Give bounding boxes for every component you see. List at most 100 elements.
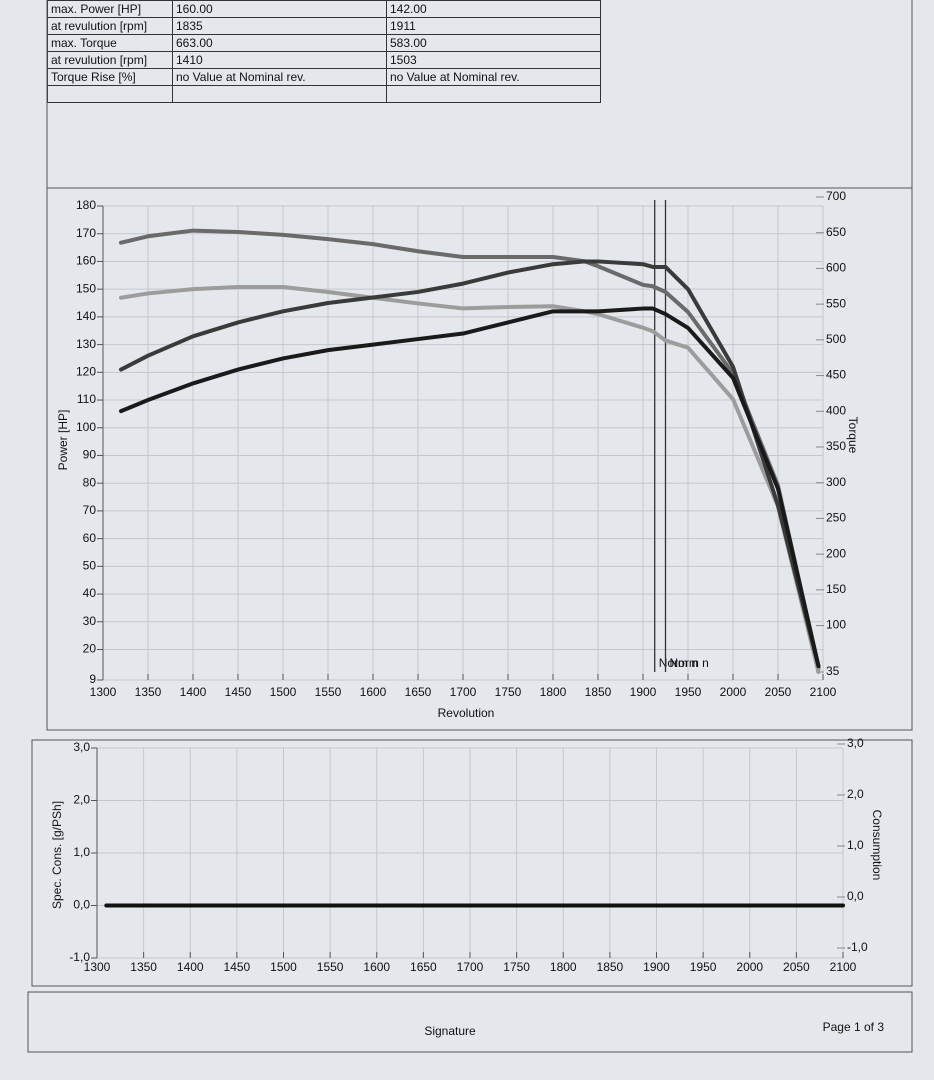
y-tick-label: 180 bbox=[76, 198, 96, 212]
x-tick-label: 1850 bbox=[597, 960, 624, 974]
x-tick-label: 1700 bbox=[457, 960, 484, 974]
x-axis-label: Revolution bbox=[438, 706, 495, 720]
table-cell: 1835 bbox=[172, 17, 387, 35]
x-tick-label: 1600 bbox=[360, 685, 387, 699]
x-tick-label: 1950 bbox=[690, 960, 717, 974]
x-tick-label: 2100 bbox=[810, 685, 837, 699]
y-tick-label: 160 bbox=[76, 254, 96, 268]
x-tick-label: 1300 bbox=[90, 685, 117, 699]
y-tick-label: 3,0 bbox=[73, 740, 90, 754]
x-tick-label: 1350 bbox=[135, 685, 162, 699]
y2-axis-label: Consumption bbox=[870, 810, 884, 881]
x-tick-label: 1750 bbox=[495, 685, 522, 699]
y2-tick-label: 650 bbox=[826, 225, 846, 239]
x-tick-label: 2100 bbox=[830, 960, 857, 974]
footer-frame bbox=[27, 991, 913, 1053]
x-tick-label: 1700 bbox=[450, 685, 477, 699]
y2-tick-label: -1,0 bbox=[847, 940, 868, 954]
x-tick-label: 1350 bbox=[130, 960, 157, 974]
y2-tick-label: 300 bbox=[826, 475, 846, 489]
x-tick-label: 1500 bbox=[270, 960, 297, 974]
x-tick-label: 1550 bbox=[317, 960, 344, 974]
x-tick-label: 1800 bbox=[540, 685, 567, 699]
y-tick-label: 0,0 bbox=[73, 898, 90, 912]
y2-tick-label: 550 bbox=[826, 296, 846, 310]
series-line bbox=[119, 259, 821, 669]
y2-tick-label: 100 bbox=[826, 618, 846, 632]
y2-tick-label: 1,0 bbox=[847, 838, 864, 852]
y-tick-label: 130 bbox=[76, 337, 96, 351]
y-tick-label: 100 bbox=[76, 420, 96, 434]
y2-tick-label: 3,0 bbox=[847, 736, 864, 750]
summary-table: max. Power [HP] 160.00 142.00 at revulution… bbox=[47, 0, 601, 103]
y2-tick-label: 250 bbox=[826, 511, 846, 525]
table-row: at revulution [rpm] 1410 1503 bbox=[47, 51, 601, 69]
y2-tick-label: 200 bbox=[826, 546, 846, 560]
y2-tick-label: 450 bbox=[826, 368, 846, 382]
x-tick-label: 1450 bbox=[224, 960, 251, 974]
y-tick-label: 30 bbox=[83, 614, 97, 628]
chart-frame bbox=[31, 739, 913, 987]
y-tick-label: 80 bbox=[83, 475, 97, 489]
x-tick-label: 1450 bbox=[225, 685, 252, 699]
table-cell: no Value at Nominal rev. bbox=[172, 68, 387, 86]
table-row: at revulution [rpm] 1835 1911 bbox=[47, 17, 601, 35]
y-tick-label: 60 bbox=[83, 531, 97, 545]
series-line bbox=[119, 228, 821, 671]
x-tick-label: 1400 bbox=[177, 960, 204, 974]
x-tick-label: 1650 bbox=[405, 685, 432, 699]
x-tick-label: 1600 bbox=[363, 960, 390, 974]
y-tick-label: 140 bbox=[76, 309, 96, 323]
y-tick-label: 170 bbox=[76, 226, 96, 240]
nominal-label: Norm n bbox=[670, 656, 709, 670]
y2-tick-label: 700 bbox=[826, 189, 846, 203]
y2-tick-label: 0,0 bbox=[847, 889, 864, 903]
x-tick-label: 2050 bbox=[783, 960, 810, 974]
page-number: Page 1 of 3 bbox=[823, 1020, 885, 1034]
table-cell: Torque Rise [%] bbox=[47, 68, 173, 86]
x-tick-label: 1400 bbox=[180, 685, 207, 699]
y-tick-label: 50 bbox=[83, 559, 97, 573]
table-cell: at revulution [rpm] bbox=[47, 51, 173, 69]
series-line bbox=[119, 285, 821, 674]
chart-frame bbox=[46, 187, 913, 731]
y-tick-label: 9 bbox=[89, 672, 96, 686]
y-tick-label: 70 bbox=[83, 503, 97, 517]
x-tick-label: 1900 bbox=[630, 685, 657, 699]
y2-tick-label: 2,0 bbox=[847, 787, 864, 801]
x-tick-label: 1850 bbox=[585, 685, 612, 699]
y2-tick-label: 400 bbox=[826, 403, 846, 417]
y-tick-label: 90 bbox=[83, 448, 97, 462]
y2-axis-label: Torque bbox=[846, 417, 860, 454]
x-tick-label: 2000 bbox=[736, 960, 763, 974]
x-tick-label: 1750 bbox=[503, 960, 530, 974]
x-tick-label: 1500 bbox=[270, 685, 297, 699]
nominal-label: Norm n bbox=[659, 656, 698, 670]
y-tick-label: 120 bbox=[76, 364, 96, 378]
y-tick-label: 2,0 bbox=[73, 793, 90, 807]
series-line bbox=[119, 306, 821, 669]
y-tick-label: -1,0 bbox=[69, 950, 90, 964]
y2-tick-label: 350 bbox=[826, 439, 846, 453]
x-tick-label: 2000 bbox=[720, 685, 747, 699]
y-tick-label: 110 bbox=[77, 392, 96, 406]
x-tick-label: 1300 bbox=[84, 960, 111, 974]
y2-tick-label: 150 bbox=[826, 582, 846, 596]
y-tick-label: 150 bbox=[76, 281, 96, 295]
x-tick-label: 1800 bbox=[550, 960, 577, 974]
signature: Signature bbox=[424, 1024, 476, 1038]
x-tick-label: 1550 bbox=[315, 685, 342, 699]
y2-tick-label: 35 bbox=[826, 664, 840, 678]
y-tick-label: 1,0 bbox=[73, 845, 90, 859]
x-tick-label: 1950 bbox=[675, 685, 702, 699]
table-cell: 583.00 bbox=[386, 34, 601, 52]
x-tick-label: 1650 bbox=[410, 960, 437, 974]
table-row: Torque Rise [%] no Value at Nominal rev. n… bbox=[47, 68, 601, 86]
y2-tick-label: 600 bbox=[826, 261, 846, 275]
x-tick-label: 1900 bbox=[643, 960, 670, 974]
y-axis-label: Power [HP] bbox=[56, 410, 70, 471]
y-axis-label: Spec. Cons. [g/PSh] bbox=[50, 801, 64, 909]
y-tick-label: 40 bbox=[83, 586, 97, 600]
